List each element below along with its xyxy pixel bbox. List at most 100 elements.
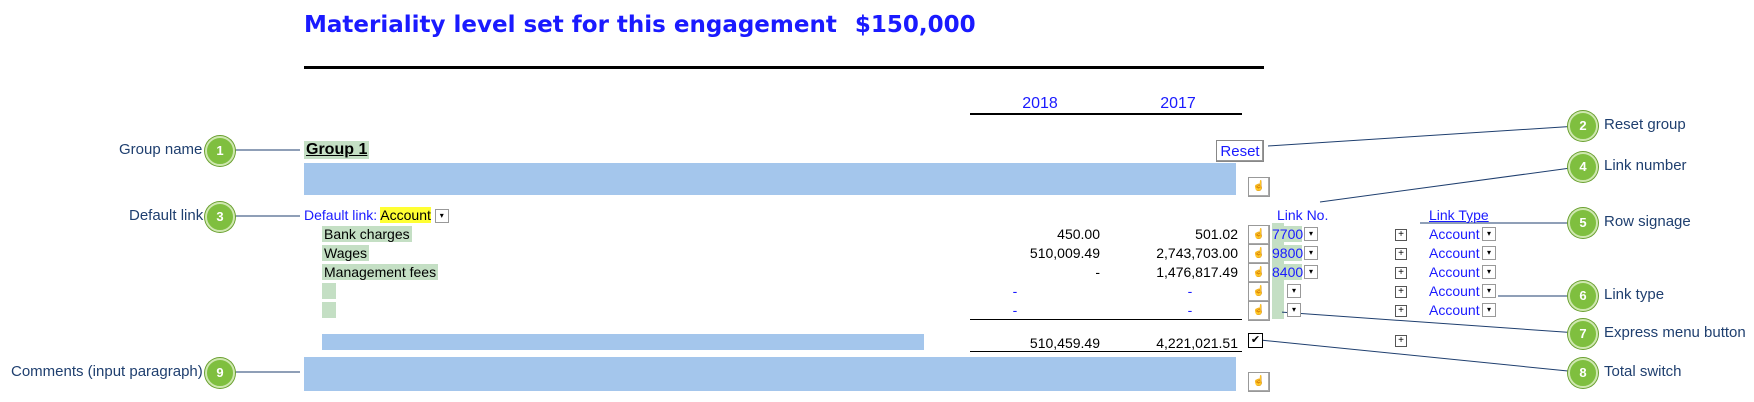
callout-label-comments: Comments (input paragraph)	[11, 363, 203, 380]
row-value-2017: 501.02	[1195, 226, 1238, 242]
chevron-down-icon: ▾	[1486, 286, 1491, 295]
total-signage-toggle[interactable]: +	[1395, 335, 1407, 347]
row-signage-toggle[interactable]: +	[1395, 286, 1407, 298]
subtotal-line	[970, 319, 1242, 320]
callout-badge-9: 9	[205, 358, 235, 388]
callout-label-link-type: Link type	[1604, 286, 1665, 303]
link-number-dropdown[interactable]: ▾	[1304, 265, 1318, 279]
year-header-2017: 2017	[1160, 95, 1196, 112]
link-type-dropdown[interactable]: ▾	[1482, 265, 1496, 279]
group-name[interactable]: Group 1	[304, 141, 370, 159]
callout-badge-5: 5	[1568, 208, 1598, 238]
callout-label-express-menu-button: Express menu button	[1604, 324, 1746, 341]
link-type-value[interactable]: Account	[1429, 245, 1480, 261]
hand-pointer-icon: ☝	[1252, 267, 1266, 278]
hand-pointer-icon: ☝	[1252, 305, 1266, 316]
default-link-label: Default link:	[304, 207, 378, 223]
plus-icon: +	[1398, 286, 1404, 297]
row-signage-toggle[interactable]: +	[1395, 305, 1407, 317]
default-link-value[interactable]: Account	[380, 207, 431, 223]
link-number[interactable]: 9800	[1272, 245, 1304, 261]
group-header-input-bar[interactable]	[304, 163, 1236, 195]
link-number-dropdown[interactable]: ▾	[1287, 303, 1301, 317]
default-link: Default link: Account ▾	[304, 207, 449, 224]
row-value-2018: -	[1012, 283, 1018, 299]
checkmark-icon: ✔	[1250, 334, 1261, 346]
row-signage-toggle[interactable]: +	[1395, 248, 1407, 260]
chevron-down-icon: ▾	[1486, 267, 1491, 276]
link-number-dropdown[interactable]: ▾	[1304, 246, 1318, 260]
comments-input-paragraph[interactable]	[304, 357, 1236, 391]
row-label-bank-charges[interactable]: Bank charges	[322, 226, 412, 242]
chevron-down-icon: ▾	[1308, 267, 1313, 276]
express-menu-button[interactable]: ☝	[1248, 225, 1270, 245]
total-label-input-bar[interactable]	[322, 334, 924, 350]
chevron-down-icon: ▾	[1291, 286, 1296, 295]
row-label-management-fees[interactable]: Management fees	[322, 264, 439, 280]
link-type-dropdown[interactable]: ▾	[1482, 227, 1496, 241]
chevron-down-icon: ▾	[1486, 248, 1491, 257]
row-value-2017: 2,743,703.00	[1156, 245, 1238, 261]
express-menu-button[interactable]: ☝	[1248, 244, 1270, 264]
express-menu-button[interactable]: ☝	[1248, 282, 1270, 302]
callout-label-total-switch: Total switch	[1604, 363, 1682, 380]
total-value-2018: 510,459.49	[1029, 335, 1100, 351]
link-type-dropdown[interactable]: ▾	[1482, 284, 1496, 298]
row-label-empty[interactable]	[322, 302, 336, 318]
link-type-dropdown[interactable]: ▾	[1482, 303, 1496, 317]
callout-label-link-number: Link number	[1604, 157, 1687, 174]
link-type-value[interactable]: Account	[1429, 283, 1480, 299]
total-switch-checkbox[interactable]: ✔	[1248, 333, 1263, 348]
express-menu-button[interactable]: ☝	[1248, 263, 1270, 283]
link-number[interactable]	[1272, 302, 1282, 318]
year-header-underline	[970, 113, 1242, 115]
chevron-down-icon: ▾	[439, 211, 444, 221]
row-value-2018: 510,009.49	[1029, 245, 1100, 261]
link-type-header: Link Type	[1429, 207, 1489, 223]
callout-badge-2: 2	[1568, 111, 1598, 141]
callout-badge-8: 8	[1568, 358, 1598, 388]
row-label-wages[interactable]: Wages	[322, 245, 370, 261]
link-type-value[interactable]: Account	[1429, 226, 1480, 242]
materiality-amount: $150,000	[854, 12, 976, 38]
chevron-down-icon: ▾	[1486, 229, 1491, 238]
express-menu-button[interactable]: ☝	[1248, 301, 1270, 321]
row-signage-toggle[interactable]: +	[1395, 267, 1407, 279]
row-signage-toggle[interactable]: +	[1395, 229, 1407, 241]
link-number[interactable]: 8400	[1272, 264, 1304, 280]
row-label-empty[interactable]	[322, 283, 336, 299]
hand-pointer-icon: ☝	[1252, 181, 1266, 192]
row-value-2018: -	[1095, 264, 1100, 280]
callout-label-default-link: Default link	[129, 207, 204, 224]
express-menu-button-header[interactable]: ☝	[1248, 177, 1270, 197]
callout-badge-1: 1	[205, 136, 235, 166]
row-value-2018: -	[1012, 302, 1018, 318]
total-underline	[970, 351, 1242, 352]
title-divider	[304, 66, 1264, 69]
link-number[interactable]: 7700	[1272, 226, 1304, 242]
row-value-2017: 1,476,817.49	[1156, 264, 1238, 280]
link-number-dropdown[interactable]: ▾	[1287, 284, 1301, 298]
callout-label-row-signage: Row signage	[1604, 213, 1691, 230]
link-number[interactable]	[1272, 283, 1282, 299]
reset-group-button[interactable]: Reset	[1216, 140, 1264, 162]
link-type-dropdown[interactable]: ▾	[1482, 246, 1496, 260]
row-value-2018: 450.00	[1057, 226, 1100, 242]
hand-pointer-icon: ☝	[1252, 376, 1266, 387]
link-no-header: Link No.	[1277, 207, 1329, 223]
link-number-dropdown[interactable]: ▾	[1304, 227, 1318, 241]
plus-icon: +	[1398, 229, 1404, 240]
link-type-value[interactable]: Account	[1429, 264, 1480, 280]
default-link-dropdown[interactable]: ▾	[434, 209, 449, 224]
plus-icon: +	[1398, 335, 1404, 346]
chevron-down-icon: ▾	[1486, 305, 1491, 314]
express-menu-button-comments[interactable]: ☝	[1248, 372, 1270, 392]
link-type-value[interactable]: Account	[1429, 302, 1480, 318]
connector-2	[1267, 125, 1579, 147]
year-header-2018: 2018	[1022, 95, 1058, 112]
callout-badge-4: 4	[1568, 152, 1598, 182]
chevron-down-icon: ▾	[1291, 305, 1296, 314]
hand-pointer-icon: ☝	[1252, 248, 1266, 259]
chevron-down-icon: ▾	[1308, 248, 1313, 257]
